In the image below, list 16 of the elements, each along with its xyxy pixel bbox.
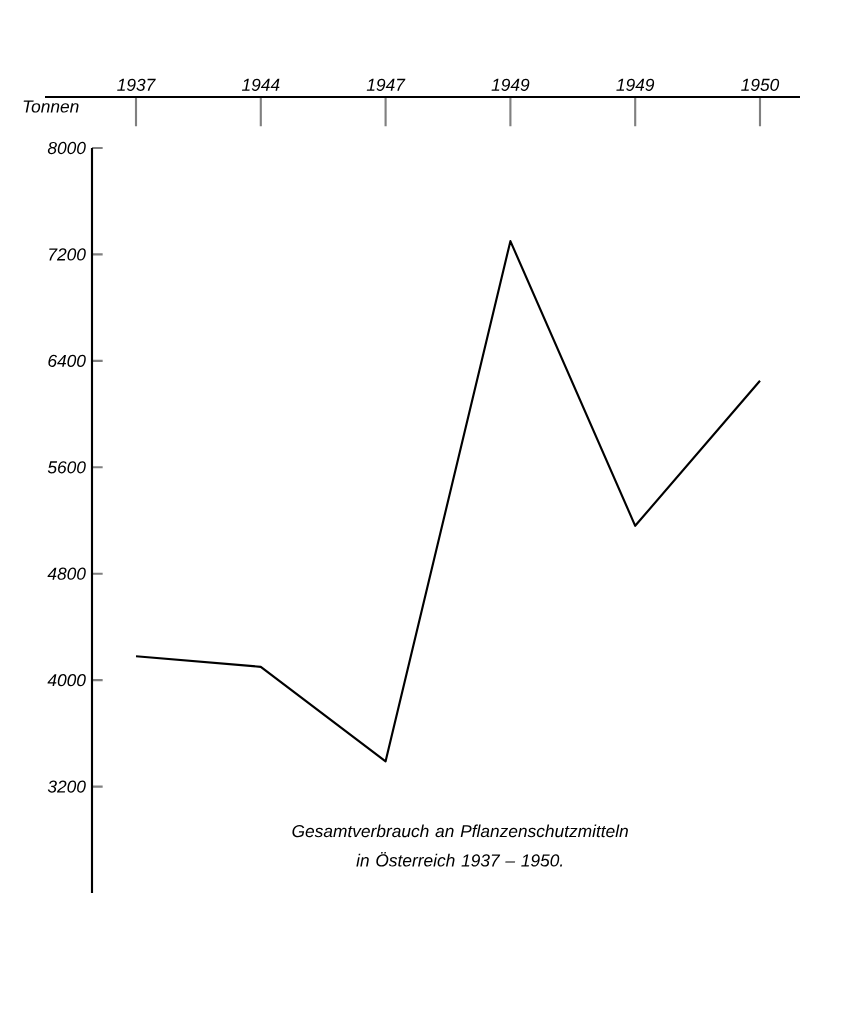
x-tick-label: 1944 <box>241 78 280 91</box>
annotation: Gesamtverbrauch an Pflanzenschutzmitteln in Österreich 1937 – 1950. <box>292 824 628 867</box>
x-tick-label: 1947 <box>366 78 406 91</box>
y-tick-label: 5600 <box>47 461 86 474</box>
y-tick-label: 4000 <box>47 674 86 687</box>
line-series <box>134 240 762 763</box>
x-tick-label: 1937 <box>117 78 156 91</box>
y-tick-label: 3200 <box>47 780 86 793</box>
y-axis-title: Tonnen <box>23 100 79 113</box>
y-tick-label: 7200 <box>49 248 86 261</box>
x-tick-label: 1949 <box>616 78 655 91</box>
x-tick-label: 1950 <box>741 78 780 91</box>
y-tick-label: 6400 <box>48 354 86 367</box>
y-tick-label: 8000 <box>47 141 86 155</box>
y-tick-label: 4800 <box>47 567 86 580</box>
x-tick-label: 1949 <box>491 78 530 91</box>
